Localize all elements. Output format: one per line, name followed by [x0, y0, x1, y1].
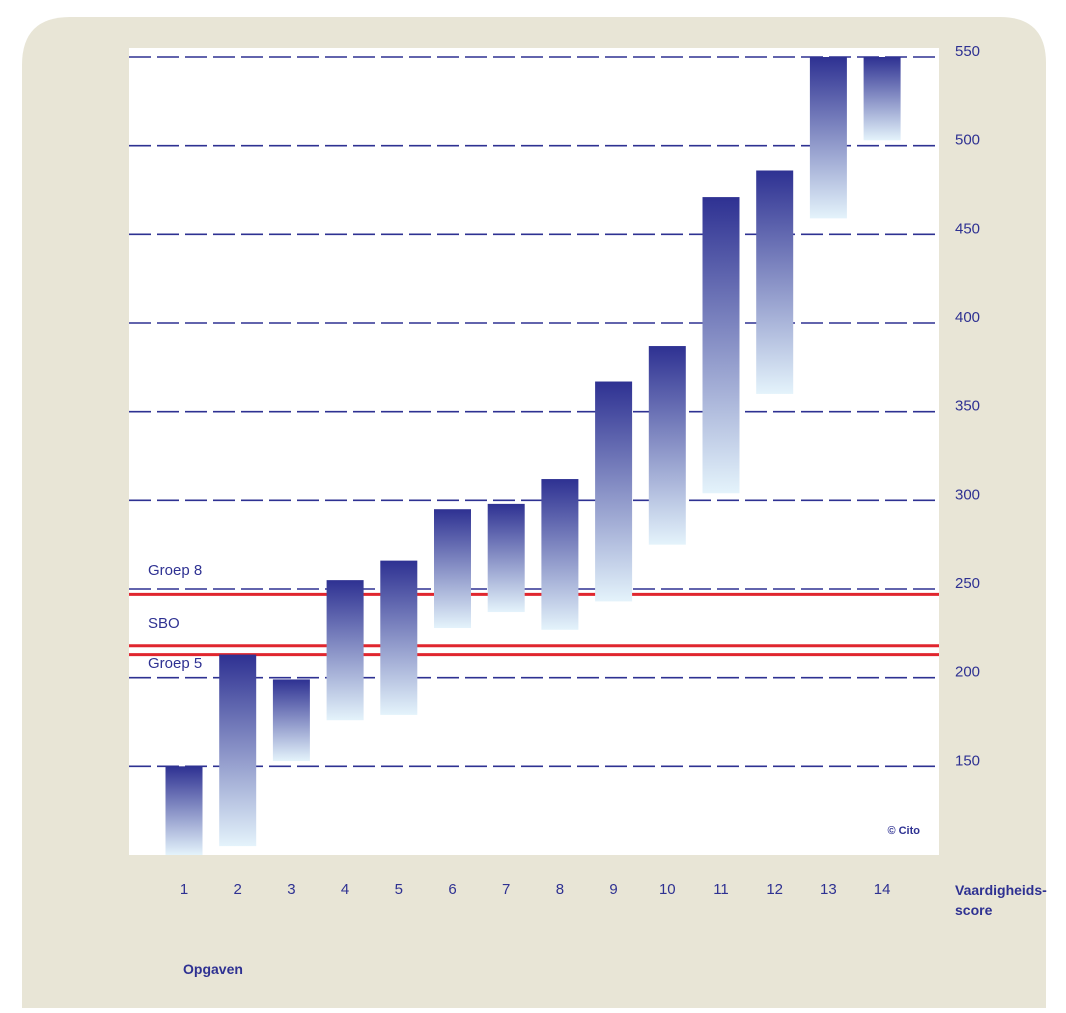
x-tick-label: 14	[874, 881, 891, 898]
copyright-note: © Cito	[887, 825, 920, 837]
reference-line-label: Groep 5	[148, 655, 202, 672]
bar-1	[165, 766, 203, 855]
x-tick-label: 2	[234, 881, 242, 898]
y-tick-label: 300	[955, 486, 980, 503]
y-tick-label: 150	[955, 752, 980, 769]
bar-3	[272, 679, 310, 762]
x-tick-label: 6	[448, 881, 456, 898]
x-tick-label: 5	[395, 881, 403, 898]
bars	[165, 57, 901, 855]
y-tick-label: 350	[955, 398, 980, 415]
bar-5	[380, 560, 418, 715]
x-tick-label: 4	[341, 881, 349, 898]
bar-4	[326, 580, 364, 721]
x-tick-label: 1	[180, 881, 188, 898]
bar-12	[756, 170, 794, 394]
x-tick-labels: 1 2 3 4 5 6 7 8 9 10 11 12 13 14	[180, 881, 891, 898]
bar-9	[595, 381, 633, 602]
x-tick-label: 8	[556, 881, 564, 898]
bar-8	[541, 479, 579, 630]
bar-6	[434, 509, 471, 629]
y-axis-label-line-2: score	[955, 902, 993, 918]
reference-line-label: Groep 8	[148, 562, 202, 579]
y-tick-labels: 150 200 250 300 350 400 450 500 550	[955, 43, 980, 769]
reference-lines: Groep 8 SBO Groep 5	[129, 562, 939, 672]
x-axis-label: Opgaven	[183, 961, 243, 977]
bar-11	[702, 197, 740, 494]
y-tick-label: 450	[955, 220, 980, 237]
grid-lines	[129, 56, 939, 768]
bar-14	[863, 57, 901, 141]
y-tick-label: 400	[955, 309, 980, 326]
x-tick-label: 3	[287, 881, 295, 898]
plot-area	[129, 48, 939, 855]
y-tick-label: 200	[955, 664, 980, 681]
x-tick-label: 9	[609, 881, 617, 898]
y-tick-label: 550	[955, 43, 980, 60]
bar-7	[487, 503, 525, 613]
bar-10	[648, 346, 686, 545]
bar-13	[809, 57, 847, 219]
x-tick-label: 7	[502, 881, 510, 898]
y-tick-label: 500	[955, 132, 980, 149]
x-tick-label: 12	[766, 881, 783, 898]
x-tick-label: 13	[820, 881, 837, 898]
y-tick-label: 250	[955, 575, 980, 592]
x-tick-label: 11	[713, 881, 729, 898]
bar-2	[219, 654, 257, 847]
x-tick-label: 10	[659, 881, 676, 898]
y-axis-label-line-1: Vaardigheids-	[955, 882, 1047, 898]
reference-line-label: SBO	[148, 615, 180, 632]
